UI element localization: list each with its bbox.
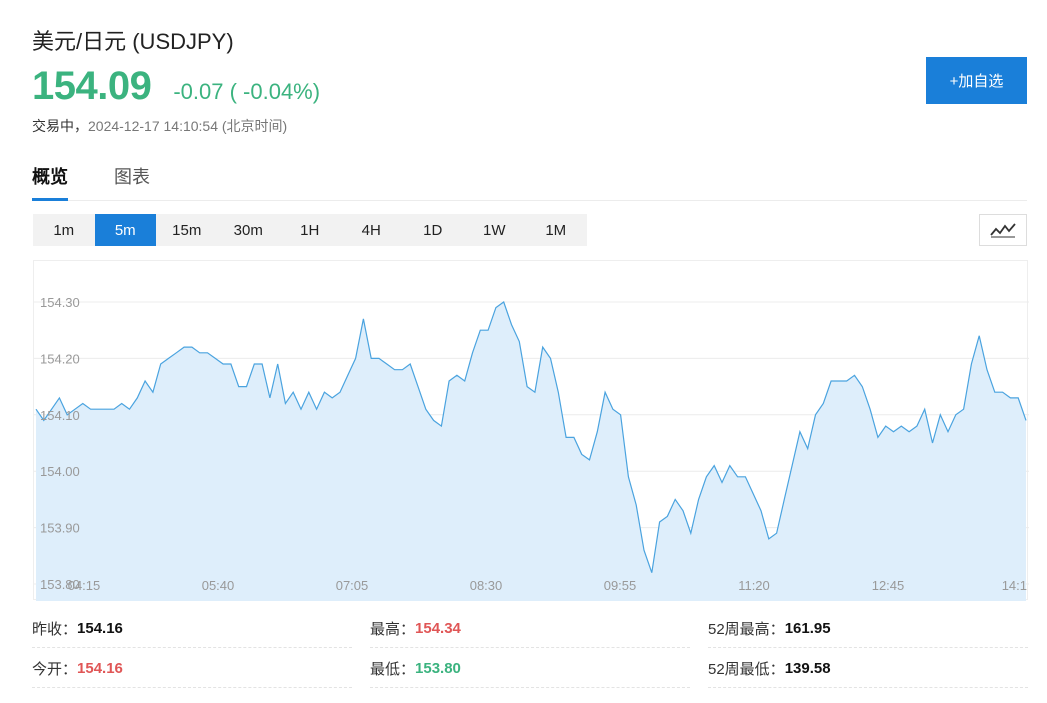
x-tick-label: 07:05 <box>336 578 369 593</box>
y-tick-label: 153.90 <box>40 521 80 536</box>
price-row: 154.09 -0.07 ( -0.04%) <box>32 64 320 109</box>
stat-52w-low: 52周最低： 139.58 <box>708 650 1028 688</box>
stat-value: 154.16 <box>77 620 123 637</box>
interval-15m[interactable]: 15m <box>172 221 202 239</box>
tab-chart[interactable]: 图表 <box>114 167 150 187</box>
stat-value: 154.34 <box>415 620 461 637</box>
x-tick-label: 12:45 <box>872 578 905 593</box>
add-watchlist-button[interactable]: +加自选 <box>926 57 1027 104</box>
interval-30m[interactable]: 30m <box>233 221 263 239</box>
interval-1mo[interactable]: 1M <box>545 221 567 239</box>
stat-value: 139.58 <box>784 660 831 677</box>
chart-type-button[interactable] <box>979 214 1027 246</box>
x-tick-label: 04:15 <box>68 578 101 593</box>
stat-label: 最高： <box>370 621 416 638</box>
price-chart-svg: 154.30 154.20 154.10 154.00 153.90 153.8004:1… <box>34 295 1029 601</box>
interval-selector: 1m 5m 15m 30m 1H 4H 1D 1W 1M <box>33 214 587 246</box>
y-tick-label: 153.80 <box>40 577 80 592</box>
interval-4h[interactable]: 4H <box>361 221 381 239</box>
tab-bar: 概览 图表 <box>32 163 1027 201</box>
x-tick-label: 05:40 <box>202 578 235 593</box>
stat-label: 52周最低： <box>708 661 785 678</box>
trading-status: 交易中，2024-12-17 14:10:54 (北京时间) <box>32 116 287 136</box>
y-tick-label: 154.20 <box>40 351 80 366</box>
x-tick-label: 11:20 <box>738 578 770 593</box>
interval-5m[interactable]: 5m <box>94 214 156 246</box>
stat-label: 今开： <box>32 661 78 678</box>
stat-low: 最低： 153.80 <box>370 650 690 688</box>
stat-value: 154.16 <box>77 660 123 677</box>
price-change: -0.07 ( -0.04%) <box>173 79 321 104</box>
tab-overview[interactable]: 概览 <box>32 163 68 201</box>
price-chart[interactable]: 154.30 154.20 154.10 154.00 153.90 153.80 04:1… <box>33 260 1029 601</box>
y-tick-label: 154.00 <box>40 464 80 479</box>
x-tick-label: 14:1 <box>1002 578 1027 593</box>
stat-high: 最高： 154.34 <box>370 610 690 648</box>
interval-1w[interactable]: 1W <box>483 221 506 239</box>
x-tick-label: 08:30 <box>470 578 503 593</box>
stat-value: 161.95 <box>784 620 831 637</box>
y-tick-label: 154.30 <box>40 295 80 310</box>
price-series-line <box>35 301 1027 573</box>
status-time: 2024-12-17 14:10:54 (北京时间) <box>88 118 288 134</box>
stat-value: 153.80 <box>415 660 461 677</box>
stat-label: 昨收： <box>32 621 78 638</box>
interval-1h[interactable]: 1H <box>300 221 320 239</box>
line-chart-icon <box>990 223 1016 238</box>
stat-open: 今开： 154.16 <box>32 650 352 688</box>
page-title: 美元/日元 (USDJPY) <box>32 29 234 54</box>
interval-1d[interactable]: 1D <box>423 221 443 239</box>
y-tick-label: 154.10 <box>40 408 80 423</box>
stat-label: 最低： <box>370 661 416 678</box>
stat-prev-close: 昨收： 154.16 <box>32 610 352 648</box>
x-tick-label: 09:55 <box>604 578 637 593</box>
interval-1m[interactable]: 1m <box>53 221 75 239</box>
status-label: 交易中， <box>32 118 88 134</box>
current-price: 154.09 <box>32 64 152 108</box>
stat-label: 52周最高： <box>708 621 785 638</box>
stat-52w-high: 52周最高： 161.95 <box>708 610 1028 648</box>
